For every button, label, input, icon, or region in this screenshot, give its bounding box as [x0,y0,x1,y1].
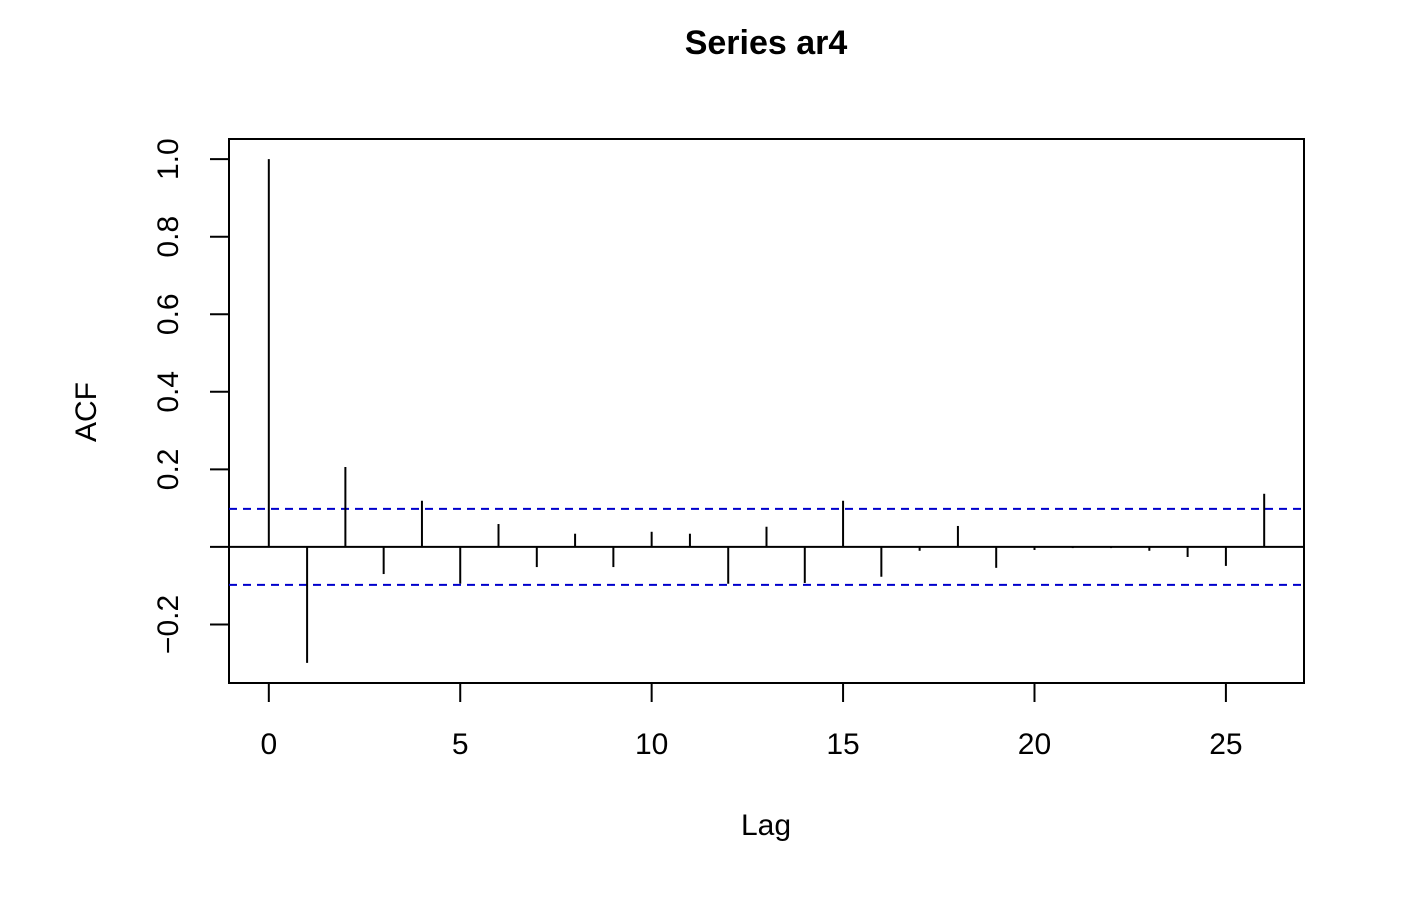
y-tick-label: 0.8 [152,216,185,258]
y-tick-label: 0.4 [152,371,185,413]
plot-frame [228,138,1305,684]
x-tick-label: 0 [260,728,277,761]
y-tick-label: 0.6 [152,293,185,335]
x-axis-label: Lag [741,809,791,842]
x-tick-label: 10 [635,728,668,761]
y-tick-label: −0.2 [152,595,185,654]
y-tick-label: 0.2 [152,448,185,490]
x-tick-label: 5 [452,728,469,761]
x-tick-label: 15 [826,728,859,761]
y-axis-label: ACF [70,382,103,442]
x-tick-label: 25 [1209,728,1242,761]
x-tick-label: 20 [1018,728,1051,761]
chart-title: Series ar4 [685,24,848,62]
y-tick-label: 1.0 [152,138,185,180]
